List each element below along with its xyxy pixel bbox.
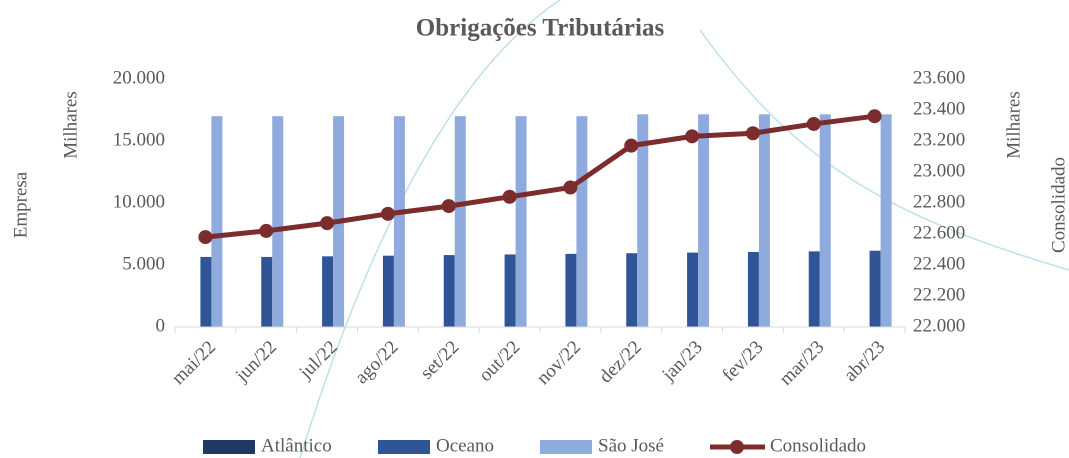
chart-title: Obrigações Tributárias <box>416 15 665 42</box>
bar <box>322 256 334 327</box>
legend-swatch <box>730 440 744 454</box>
bar <box>565 253 577 327</box>
x-tick-label: dez/22 <box>595 337 646 388</box>
legend-swatch <box>540 440 592 454</box>
legend-label: Atlântico <box>261 435 332 456</box>
line <box>205 113 875 240</box>
line-marker <box>867 109 882 124</box>
bar <box>698 114 710 327</box>
y-tick-label: 5.000 <box>122 253 165 274</box>
x-tick-label: out/22 <box>475 337 524 386</box>
bar <box>880 114 892 327</box>
bar <box>504 254 516 327</box>
x-tick-label: nov/22 <box>533 337 585 389</box>
bar <box>626 253 638 327</box>
legend-label: Oceano <box>436 435 494 456</box>
x-tick-label: mar/23 <box>775 337 828 390</box>
y2-tick-label: 22.400 <box>913 253 965 274</box>
bar <box>200 256 212 327</box>
bar <box>443 255 455 327</box>
y2-tick-label: 23.400 <box>913 98 965 119</box>
y2-tick-label: 23.200 <box>913 129 965 150</box>
line-marker <box>320 216 335 231</box>
x-tick-label: abr/23 <box>840 337 889 386</box>
y-tick-label: 0 <box>156 315 166 336</box>
bar <box>454 116 466 327</box>
line-marker <box>441 199 456 214</box>
bar <box>687 252 699 327</box>
y2-tick-label: 22.600 <box>913 222 965 243</box>
y-tick-label: 15.000 <box>113 129 165 150</box>
bar <box>576 116 588 327</box>
legend-label: Consolidado <box>770 435 866 456</box>
bar <box>261 256 273 327</box>
y-tick-label: 20.000 <box>113 67 165 88</box>
line-marker <box>745 126 760 141</box>
line-marker <box>259 223 274 238</box>
bar <box>272 116 284 327</box>
bar <box>393 116 405 327</box>
bar <box>747 251 759 327</box>
x-tick-label: jul/22 <box>295 337 342 384</box>
line-marker <box>806 116 821 131</box>
legend-swatch <box>203 440 255 454</box>
decorative-curve <box>699 29 1069 271</box>
decorative-curve <box>299 0 561 458</box>
legend-swatch <box>378 440 430 454</box>
bar <box>869 250 881 327</box>
bar <box>382 255 394 327</box>
y2-tick-label: 23.000 <box>913 160 965 181</box>
x-tick-label: mai/22 <box>168 337 220 389</box>
line-marker <box>198 230 213 245</box>
line-marker <box>380 206 395 221</box>
x-tick-label: set/22 <box>416 337 463 384</box>
line-marker <box>563 180 578 195</box>
x-tick-label: fev/23 <box>718 337 767 386</box>
bar <box>808 251 820 327</box>
bar <box>637 114 649 327</box>
y2-tick-label: 22.800 <box>913 191 965 212</box>
x-tick-label: ago/22 <box>351 337 402 388</box>
line-marker <box>502 189 517 204</box>
y-axis-label: Empresa <box>10 171 31 238</box>
y2-tick-label: 23.600 <box>913 67 965 88</box>
legend-label: São José <box>598 435 664 456</box>
x-tick-label: jan/23 <box>658 337 707 386</box>
y2-axis-label: Consolidado <box>1048 157 1069 253</box>
y2-axis-unit: Milhares <box>1003 91 1024 159</box>
line-marker <box>624 138 639 153</box>
bar <box>211 116 223 327</box>
y-axis-unit: Milhares <box>60 91 81 159</box>
bar <box>515 116 527 327</box>
y-tick-label: 10.000 <box>113 191 165 212</box>
x-tick-label: jun/22 <box>231 337 281 387</box>
bar <box>819 114 831 327</box>
y2-tick-label: 22.000 <box>913 315 965 336</box>
y2-tick-label: 22.200 <box>913 284 965 305</box>
line-marker <box>685 129 700 144</box>
bar <box>758 114 770 327</box>
